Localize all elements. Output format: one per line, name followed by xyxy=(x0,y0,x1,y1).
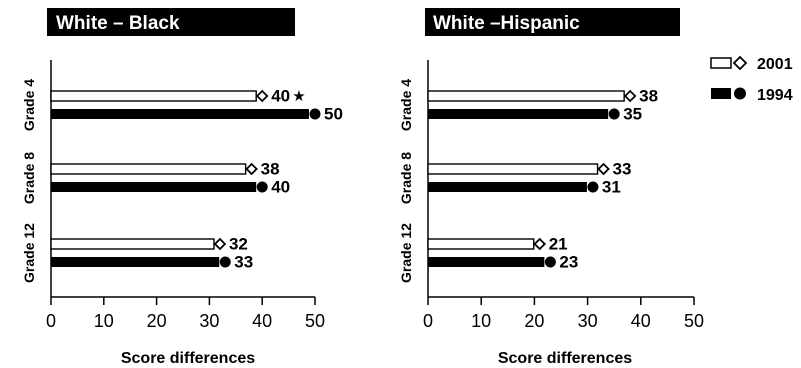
bar xyxy=(427,90,625,102)
data-label: 38 xyxy=(639,87,658,106)
x-tick-label: 0 xyxy=(46,311,56,331)
x-tick-label: 10 xyxy=(94,311,114,331)
open-diamond-marker xyxy=(623,89,637,103)
panel-title: White – Black xyxy=(56,13,180,34)
open-diamond-marker xyxy=(533,237,546,251)
data-label: 32 xyxy=(229,235,248,254)
open-diamond-icon xyxy=(732,55,748,71)
x-tick-label: 40 xyxy=(631,311,651,331)
bar xyxy=(427,238,535,250)
legend-label-1994: 1994 xyxy=(757,87,793,104)
x-tick-label: 30 xyxy=(199,311,219,331)
bar xyxy=(51,257,220,267)
filled-circle-marker xyxy=(256,181,268,193)
data-label: 40 xyxy=(271,178,290,197)
panel-white-hispanic: White –Hispanic Score differences 0 10 20 3… xyxy=(398,8,704,367)
data-label: 33 xyxy=(234,253,253,272)
category-label: Grade 12 xyxy=(21,223,37,283)
data-label: 50 xyxy=(324,105,343,124)
legend-label-2001: 2001 xyxy=(757,56,793,73)
bar xyxy=(428,257,545,267)
bar xyxy=(428,109,609,119)
open-diamond-marker xyxy=(245,162,258,176)
filled-circle-icon xyxy=(734,87,746,100)
legend-swatch-2001 xyxy=(710,57,732,69)
x-axis-label: Score differences xyxy=(121,350,255,367)
bar xyxy=(427,163,599,175)
bar xyxy=(50,163,247,175)
open-diamond-marker xyxy=(213,237,227,251)
bar xyxy=(51,109,309,119)
x-tick-label: 50 xyxy=(305,311,325,331)
data-label: 31 xyxy=(602,178,621,197)
x-tick-label: 0 xyxy=(423,311,433,331)
bar xyxy=(51,182,257,192)
bar xyxy=(50,238,215,250)
filled-circle-marker xyxy=(587,181,599,193)
x-axis-label: Score differences xyxy=(498,350,632,367)
data-label: 38 xyxy=(261,160,280,179)
data-label: 40 xyxy=(271,87,290,106)
x-tick-label: 30 xyxy=(578,311,598,331)
bar xyxy=(428,182,587,192)
filled-circle-marker xyxy=(544,256,556,268)
x-tick-label: 10 xyxy=(471,311,491,331)
panel-white-black: White – Black Score differences 0 10 20 30 4… xyxy=(21,8,343,367)
category-label: Grade 12 xyxy=(398,223,414,283)
open-diamond-marker xyxy=(255,89,269,103)
data-label: 35 xyxy=(623,105,642,124)
significance-star-icon: ★ xyxy=(292,87,305,105)
x-tick-label: 40 xyxy=(252,311,272,331)
filled-circle-marker xyxy=(219,256,231,268)
data-label: 33 xyxy=(613,160,632,179)
filled-circle-marker xyxy=(608,108,620,120)
panel-title: White –Hispanic xyxy=(433,13,580,34)
category-label: Grade 4 xyxy=(21,79,37,131)
data-label: 21 xyxy=(549,235,568,254)
panel-title-bg xyxy=(47,8,295,36)
category-label: Grade 8 xyxy=(398,152,414,204)
x-tick-label: 20 xyxy=(524,311,544,331)
open-diamond-marker xyxy=(597,162,610,176)
x-tick-label: 20 xyxy=(147,311,167,331)
legend-swatch-1994 xyxy=(711,88,731,99)
x-tick-label: 50 xyxy=(684,311,704,331)
legend: 2001 1994 xyxy=(710,55,793,104)
panel-title-bg xyxy=(425,8,680,36)
category-label: Grade 8 xyxy=(21,152,37,204)
bar xyxy=(50,90,257,102)
category-label: Grade 4 xyxy=(398,79,414,131)
data-label: 23 xyxy=(559,253,578,272)
filled-circle-marker xyxy=(309,108,321,120)
